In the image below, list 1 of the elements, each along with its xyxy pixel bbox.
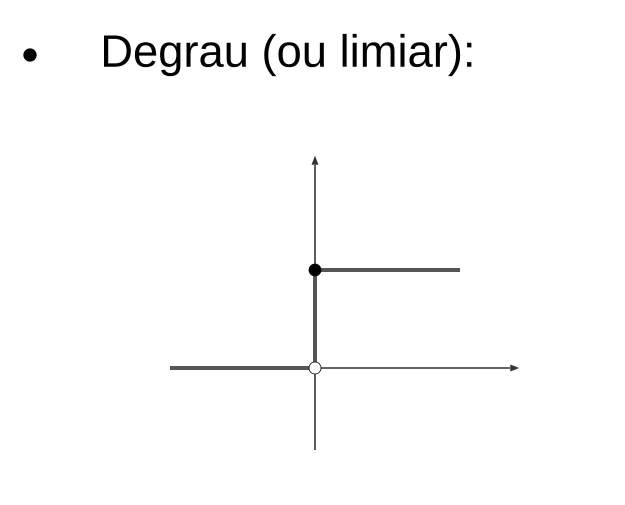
chart-title: Degrau (ou limiar): <box>104 34 472 76</box>
